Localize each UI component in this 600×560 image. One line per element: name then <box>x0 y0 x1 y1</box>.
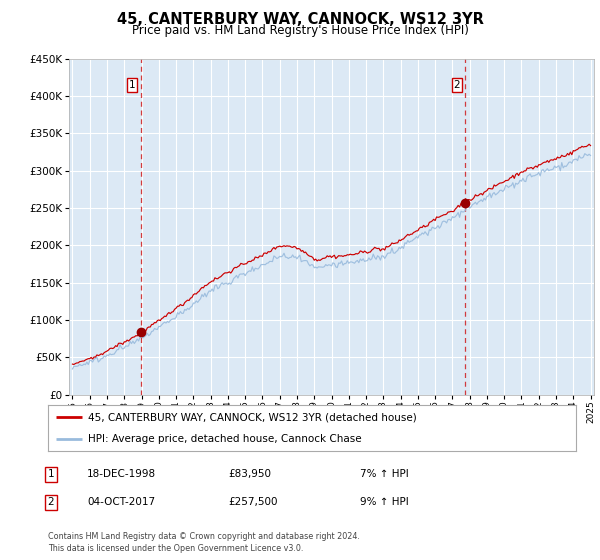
Text: 7% ↑ HPI: 7% ↑ HPI <box>360 469 409 479</box>
Text: 04-OCT-2017: 04-OCT-2017 <box>87 497 155 507</box>
Text: HPI: Average price, detached house, Cannock Chase: HPI: Average price, detached house, Cann… <box>88 435 361 444</box>
Text: 1: 1 <box>47 469 55 479</box>
Text: 45, CANTERBURY WAY, CANNOCK, WS12 3YR: 45, CANTERBURY WAY, CANNOCK, WS12 3YR <box>116 12 484 27</box>
Text: 45, CANTERBURY WAY, CANNOCK, WS12 3YR (detached house): 45, CANTERBURY WAY, CANNOCK, WS12 3YR (d… <box>88 412 416 422</box>
Text: £257,500: £257,500 <box>228 497 277 507</box>
Text: 1: 1 <box>129 80 136 90</box>
Text: £83,950: £83,950 <box>228 469 271 479</box>
Text: 2: 2 <box>47 497 55 507</box>
Text: 18-DEC-1998: 18-DEC-1998 <box>87 469 156 479</box>
Text: 9% ↑ HPI: 9% ↑ HPI <box>360 497 409 507</box>
Text: Contains HM Land Registry data © Crown copyright and database right 2024.
This d: Contains HM Land Registry data © Crown c… <box>48 533 360 553</box>
Text: 2: 2 <box>454 80 460 90</box>
Text: Price paid vs. HM Land Registry's House Price Index (HPI): Price paid vs. HM Land Registry's House … <box>131 24 469 37</box>
